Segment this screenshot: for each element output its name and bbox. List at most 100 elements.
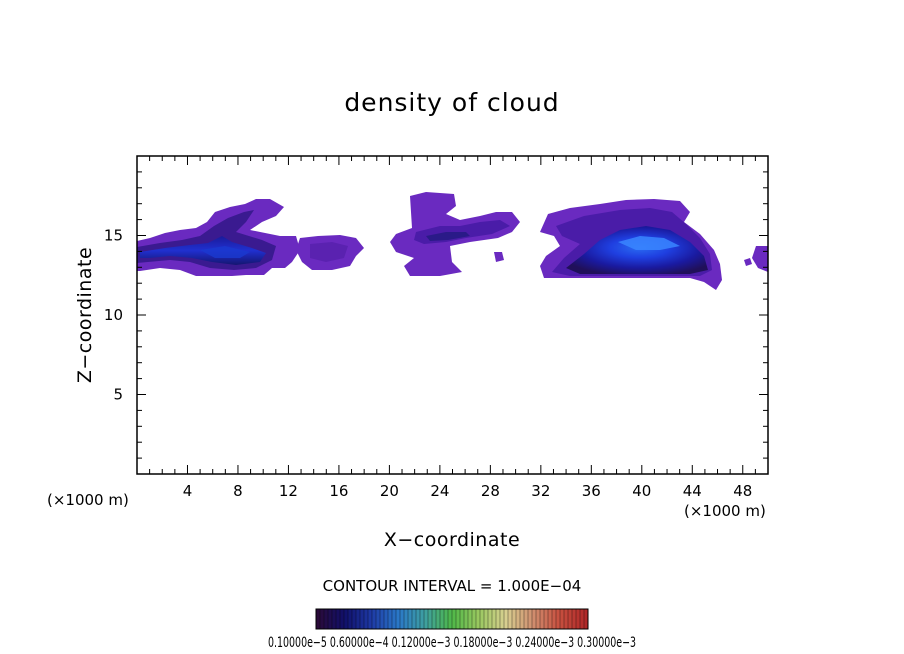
heatmap-field: [137, 192, 768, 290]
colorbar-swatch: [492, 609, 497, 629]
colorbar-swatch: [524, 609, 529, 629]
colorbar-swatch: [424, 609, 429, 629]
colorbar-swatch: [584, 609, 589, 629]
colorbar-swatch: [372, 609, 377, 629]
cloud-region-left: [137, 199, 300, 276]
x-tick-label: 8: [233, 482, 243, 500]
colorbar-swatch: [504, 609, 509, 629]
y-axis-label: Z−coordinate: [74, 247, 96, 383]
y-tick-label: 10: [104, 306, 123, 324]
colorbar-swatch: [548, 609, 553, 629]
colorbar-swatch: [468, 609, 473, 629]
colorbar-swatch: [416, 609, 421, 629]
colorbar-swatch: [436, 609, 441, 629]
colorbar-swatch: [420, 609, 425, 629]
x-tick-label: 4: [183, 482, 193, 500]
colorbar-swatch: [348, 609, 353, 629]
colorbar-swatch: [324, 609, 329, 629]
colorbar-swatch: [576, 609, 581, 629]
colorbar-labels: 0.10000e−5 0.60000e−4 0.12000e−3 0.18000…: [268, 635, 636, 651]
colorbar-swatch: [572, 609, 577, 629]
colorbar-swatch: [316, 609, 321, 629]
colorbar-swatch: [396, 609, 401, 629]
colorbar-swatch: [368, 609, 373, 629]
colorbar-swatch: [444, 609, 449, 629]
x-tick-label: 12: [279, 482, 298, 500]
colorbar-swatch: [352, 609, 357, 629]
colorbar-swatch: [480, 609, 485, 629]
colorbar-swatch: [500, 609, 505, 629]
y-tick-label: 5: [113, 386, 123, 404]
colorbar-swatch: [532, 609, 537, 629]
colorbar-swatch: [328, 609, 333, 629]
x-axis-ticks: [136, 156, 769, 474]
colorbar-swatch: [496, 609, 501, 629]
x-tick-label: 32: [531, 482, 550, 500]
colorbar-swatch: [452, 609, 457, 629]
colorbar-swatch: [432, 609, 437, 629]
colorbar-swatch: [360, 609, 365, 629]
colorbar-swatch: [376, 609, 381, 629]
colorbar-swatch: [472, 609, 477, 629]
x-tick-label: 24: [430, 482, 449, 500]
colorbar-swatch: [336, 609, 341, 629]
x-tick-label: 20: [380, 482, 399, 500]
colorbar-swatch: [340, 609, 345, 629]
colorbar-swatch: [440, 609, 445, 629]
colorbar-swatch: [388, 609, 393, 629]
x-unit-left: (×1000 m): [47, 491, 129, 509]
colorbar: [315, 608, 589, 630]
colorbar-swatch: [540, 609, 545, 629]
cloud-region-edge: [752, 246, 768, 272]
x-tick-label: 36: [582, 482, 601, 500]
colorbar-swatch: [544, 609, 549, 629]
y-axis-ticks: [137, 155, 768, 475]
colorbar-frame: [315, 608, 589, 630]
x-tick-label: 44: [683, 482, 702, 500]
colorbar-swatch: [460, 609, 465, 629]
colorbar-swatch: [428, 609, 433, 629]
colorbar-swatch: [556, 609, 561, 629]
colorbar-swatch: [560, 609, 565, 629]
colorbar-swatch: [508, 609, 513, 629]
colorbar-swatch: [488, 609, 493, 629]
colorbar-swatch: [364, 609, 369, 629]
colorbar-swatch: [568, 609, 573, 629]
colorbar-swatch: [384, 609, 389, 629]
colorbar-swatch: [552, 609, 557, 629]
colorbar-swatch: [476, 609, 481, 629]
x-unit-right: (×1000 m): [684, 502, 766, 520]
contour-interval: CONTOUR INTERVAL = 1.000E−04: [323, 577, 582, 595]
colorbar-swatch: [400, 609, 405, 629]
colorbar-swatch: [404, 609, 409, 629]
x-tick-label: 40: [632, 482, 651, 500]
chart-title: density of cloud: [344, 88, 559, 117]
colorbar-swatch: [536, 609, 541, 629]
colorbar-swatch: [356, 609, 361, 629]
cloud-region-center: [390, 192, 520, 276]
y-axis-tick-labels: 5 10 15: [104, 227, 123, 404]
x-tick-label: 28: [481, 482, 500, 500]
colorbar-swatch: [380, 609, 385, 629]
colorbar-swatch: [512, 609, 517, 629]
colorbar-swatch: [516, 609, 521, 629]
colorbar-swatch: [464, 609, 469, 629]
cloud-region-right: [540, 199, 722, 290]
colorbar-swatch: [344, 609, 349, 629]
colorbar-swatch: [332, 609, 337, 629]
x-axis-tick-labels: 4 8 12 16 20 24 28 32 36 40 44 48: [183, 482, 753, 500]
colorbar-swatch: [412, 609, 417, 629]
colorbar-swatch: [456, 609, 461, 629]
colorbar-swatch: [580, 609, 585, 629]
x-tick-label: 16: [329, 482, 348, 500]
y-tick-label: 15: [104, 227, 123, 245]
colorbar-swatch: [564, 609, 569, 629]
colorbar-swatch: [484, 609, 489, 629]
colorbar-swatch: [528, 609, 533, 629]
colorbar-swatch: [520, 609, 525, 629]
colorbar-swatch: [392, 609, 397, 629]
x-axis-label: X−coordinate: [384, 529, 520, 551]
x-tick-label: 48: [733, 482, 752, 500]
colorbar-swatch: [408, 609, 413, 629]
